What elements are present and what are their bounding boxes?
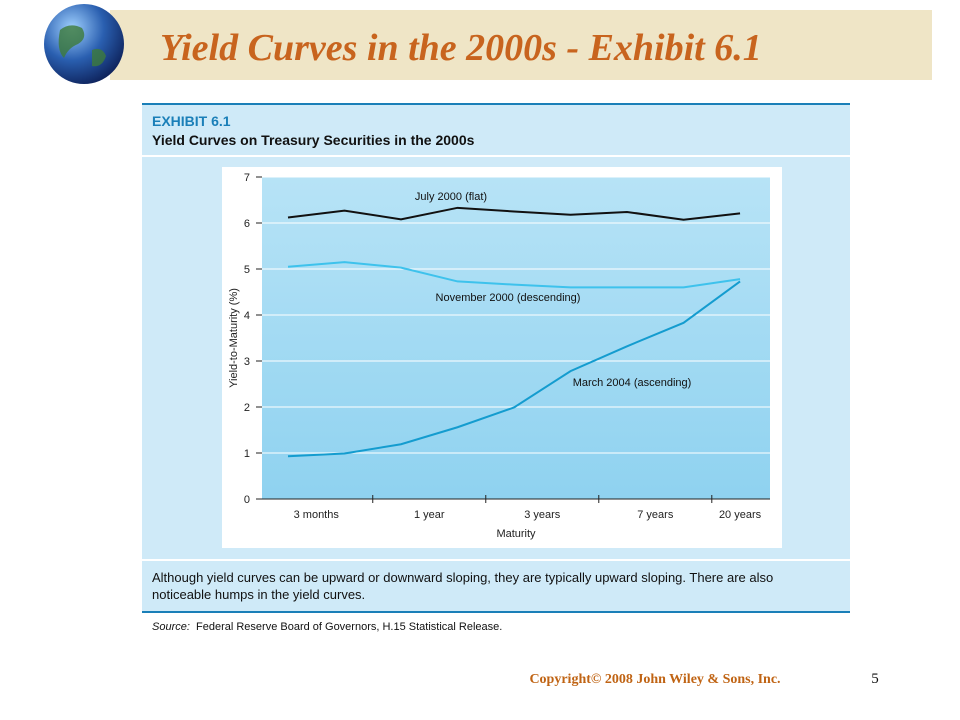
- y-tick-label: 6: [244, 218, 250, 230]
- series-label: November 2000 (descending): [436, 292, 581, 304]
- caption: Although yield curves can be upward or d…: [152, 570, 773, 585]
- x-tick-label: 1 year: [414, 509, 445, 521]
- page-number: 5: [871, 671, 879, 687]
- y-tick-label: 3: [244, 356, 250, 368]
- series-label: March 2004 (ascending): [573, 377, 692, 389]
- plot-area: [262, 177, 770, 499]
- globe-icon: [44, 4, 124, 84]
- y-tick-label: 5: [244, 264, 250, 276]
- y-tick-label: 4: [244, 310, 250, 322]
- y-tick-label: 2: [244, 402, 250, 414]
- exhibit-title: Yield Curves on Treasury Securities in t…: [152, 132, 475, 148]
- x-tick-label: 20 years: [719, 509, 762, 521]
- y-tick-label: 7: [244, 172, 250, 184]
- x-tick-label: 7 years: [637, 509, 674, 521]
- copyright: Copyright© 2008 John Wiley & Sons, Inc.: [529, 672, 780, 687]
- y-axis-label: Yield-to-Maturity (%): [228, 288, 240, 388]
- y-tick-label: 0: [244, 494, 250, 506]
- y-tick-label: 1: [244, 448, 250, 460]
- title-banner: [110, 10, 932, 80]
- source-label: Source:: [152, 621, 190, 633]
- slide-title: Yield Curves in the 2000s - Exhibit 6.1: [160, 27, 762, 69]
- x-axis-label: Maturity: [496, 528, 536, 540]
- series-line: [287, 261, 741, 289]
- series-line: [287, 280, 741, 458]
- caption: noticeable humps in the yield curves.: [152, 587, 365, 602]
- series-label: July 2000 (flat): [415, 191, 487, 203]
- source: Federal Reserve Board of Governors, H.15…: [196, 621, 502, 633]
- exhibit-label: EXHIBIT 6.1: [152, 113, 231, 129]
- x-tick-label: 3 months: [294, 509, 340, 521]
- globe-land: [58, 25, 106, 67]
- series-line: [287, 206, 741, 221]
- chart: 0 1 2 3 4 5 6 7 3 months 1 year 3 years 7 years 20 y…: [228, 172, 770, 540]
- x-tick-label: 3 years: [524, 509, 561, 521]
